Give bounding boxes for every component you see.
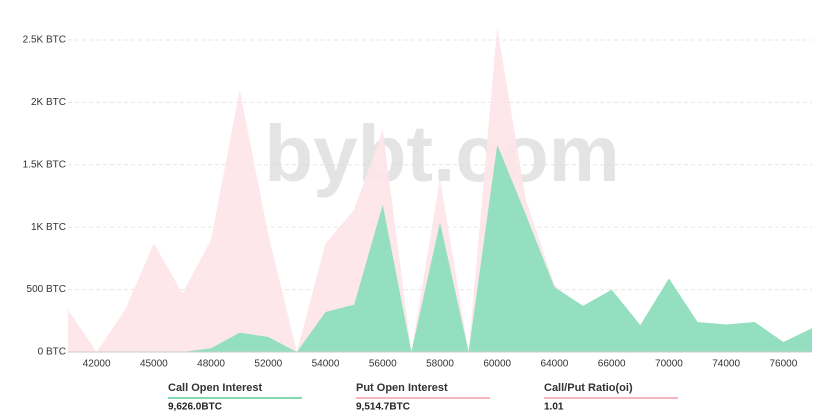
- summary-value: 9,514.7BTC: [356, 402, 410, 413]
- x-tick-label: 70000: [655, 359, 683, 370]
- area: [68, 144, 812, 352]
- x-tick-label: 76000: [769, 359, 797, 370]
- x-tick-label: 60000: [483, 359, 511, 370]
- x-tick-label: 66000: [598, 359, 626, 370]
- y-tick-label: 1.5K BTC: [23, 159, 66, 170]
- y-tick-label: 2.5K BTC: [23, 35, 66, 46]
- x-tick-label: 74000: [712, 359, 740, 370]
- summary-label: Call Open Interest: [168, 382, 262, 394]
- y-tick-label: 2K BTC: [31, 97, 66, 108]
- summary-value: 9,626.0BTC: [168, 402, 222, 413]
- x-tick-label: 58000: [426, 359, 454, 370]
- y-tick-label: 1K BTC: [31, 222, 66, 233]
- x-tick-label: 48000: [197, 359, 225, 370]
- area: [68, 27, 812, 353]
- x-tick-label: 42000: [83, 359, 111, 370]
- y-tick-label: 0 BTC: [38, 347, 66, 358]
- summary-value: 1.01: [544, 402, 564, 413]
- x-tick-label: 64000: [541, 359, 569, 370]
- x-tick-label: 52000: [254, 359, 282, 370]
- summary-label: Put Open Interest: [356, 382, 448, 394]
- y-tick-label: 500 BTC: [27, 284, 66, 295]
- x-tick-label: 54000: [312, 359, 340, 370]
- watermark: bybt.com: [264, 109, 620, 198]
- summary-label: Call/Put Ratio(oi): [544, 382, 633, 394]
- x-tick-label: 56000: [369, 359, 397, 370]
- x-tick-label: 45000: [140, 359, 168, 370]
